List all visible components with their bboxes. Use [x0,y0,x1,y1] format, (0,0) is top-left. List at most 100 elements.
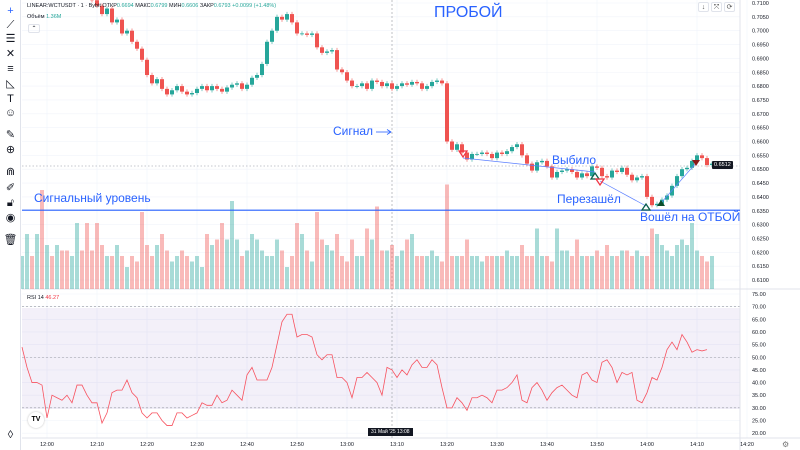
candle[interactable] [700,153,704,161]
candle[interactable] [630,172,634,183]
candle[interactable] [250,75,254,87]
ruler-icon[interactable]: ✎ [5,129,16,141]
candle[interactable] [600,165,604,179]
candle[interactable] [610,168,614,180]
candle[interactable] [390,81,394,92]
candle[interactable] [380,79,384,89]
tradingview-logo[interactable]: TV [28,412,44,428]
candle[interactable] [260,61,264,78]
candle[interactable] [265,39,269,67]
entered-rebound-annotation[interactable]: Вошёл на ОТБОЙ [640,210,741,224]
candle[interactable] [515,142,519,150]
candle[interactable] [225,85,229,94]
candle[interactable] [455,142,459,153]
candle[interactable] [150,72,154,86]
lock-drawing-icon[interactable]: ✐ [5,182,16,194]
candle[interactable] [685,165,689,172]
candle[interactable] [505,148,509,157]
candle[interactable] [405,81,409,87]
candle[interactable] [120,17,124,36]
candle[interactable] [270,28,274,44]
candle[interactable] [400,81,404,89]
buy-marker-icon[interactable] [657,200,665,206]
candle[interactable] [345,70,349,83]
candle[interactable] [495,150,499,161]
candle[interactable] [95,0,99,8]
eye-icon[interactable]: ◉ [5,212,16,224]
text-icon[interactable]: T [7,93,14,105]
candle[interactable] [195,86,199,96]
candle[interactable] [565,166,569,173]
candle[interactable] [420,81,424,92]
candle[interactable] [275,14,279,33]
candle[interactable] [350,78,354,89]
candle[interactable] [675,173,679,189]
candle[interactable] [180,83,184,94]
candle[interactable] [540,158,544,165]
candle[interactable] [125,28,129,36]
candle[interactable] [635,175,639,183]
candle[interactable] [335,47,339,72]
candle[interactable] [280,14,284,22]
measure-icon[interactable]: ◺ [6,78,15,90]
candle[interactable] [235,81,239,87]
candle[interactable] [245,82,249,92]
trend-line-icon[interactable]: ⟋ [6,19,15,31]
candle[interactable] [605,173,609,180]
collapse-legend-button[interactable]: ⌃ [28,24,40,33]
trade-line-3[interactable] [660,162,697,204]
candle[interactable] [570,166,574,175]
candle[interactable] [365,81,369,92]
candle[interactable] [135,39,139,51]
candle[interactable] [690,158,694,171]
candle[interactable] [640,173,644,180]
breakout-annotation[interactable]: ПРОБОЙ [434,4,503,21]
projection-icon[interactable]: ≡ [7,63,14,75]
candle[interactable] [595,164,599,171]
candle[interactable] [585,171,589,179]
candle[interactable] [160,76,164,92]
candle[interactable] [550,164,554,180]
candle[interactable] [375,78,379,85]
move-down-button[interactable]: ↓ [698,2,709,12]
candle[interactable] [615,168,619,175]
reentered-annotation[interactable]: Перезашёл [557,192,621,206]
candle[interactable] [490,151,494,161]
object-tree-icon[interactable]: ◊ [7,429,14,441]
candle[interactable] [445,81,449,144]
candle[interactable] [175,83,179,93]
candle[interactable] [680,166,684,179]
candle[interactable] [580,171,584,180]
trash-icon[interactable]: 🗑︎ [3,234,18,246]
candle[interactable] [440,78,444,86]
candle[interactable] [360,81,364,89]
candle[interactable] [530,161,534,173]
candle[interactable] [510,144,514,154]
candle[interactable] [480,150,484,157]
candle[interactable] [465,150,469,162]
candle[interactable] [190,90,194,97]
magnet-icon[interactable]: ⋒ [5,166,16,178]
candle[interactable] [140,46,144,63]
candle[interactable] [320,45,324,56]
candle[interactable] [315,31,319,50]
candle[interactable] [650,194,654,208]
trade-line-2[interactable] [599,180,647,207]
candle[interactable] [155,76,159,86]
candle[interactable] [165,86,169,97]
candle[interactable] [625,165,629,177]
symbol-title[interactable]: LINEAR:WCTUSDT · 1 · Bybit [27,3,101,9]
buy-marker-icon[interactable] [589,171,601,180]
candle[interactable] [535,160,539,173]
candle[interactable] [415,79,419,86]
candle[interactable] [205,83,209,93]
candle[interactable] [655,201,659,208]
candle[interactable] [470,151,474,162]
candle[interactable] [430,79,434,89]
sell-marker-icon[interactable] [692,160,700,166]
candle[interactable] [290,11,294,25]
candle[interactable] [210,83,214,93]
candle[interactable] [435,78,439,85]
pattern-icon[interactable]: ✕ [5,48,16,60]
